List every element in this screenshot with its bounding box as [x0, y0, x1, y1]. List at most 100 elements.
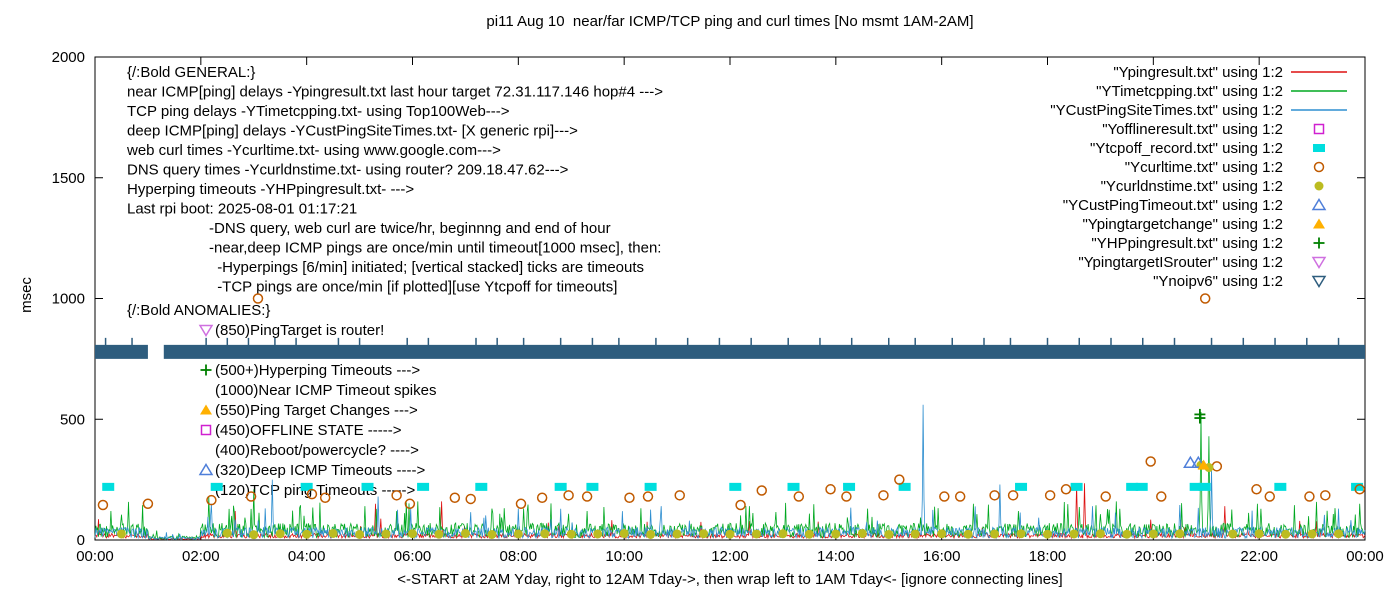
- point-Ycurldnstime.txt: [699, 529, 709, 539]
- chart-title: pi11 Aug 10 near/far ICMP/TCP ping and c…: [486, 13, 974, 30]
- point-Ycurldnstime.txt: [1254, 529, 1264, 539]
- point-Ycurltime.txt: [563, 490, 574, 501]
- point-Ycurldnstime.txt: [831, 529, 841, 539]
- point-Ycurltime.txt: [825, 484, 836, 495]
- point-Ycurldnstime.txt: [804, 529, 814, 539]
- point-Ycurltime.txt: [1100, 491, 1111, 502]
- point-Ytcpoff_record.txt: [1198, 482, 1211, 491]
- point-Ytcpoff_record.txt: [1015, 482, 1028, 491]
- legend-label: "Ycurltime.txt" using 1:2: [1125, 159, 1283, 176]
- point-Ytcpoff_record.txt: [898, 482, 911, 491]
- x-tick-label: 16:00: [923, 548, 961, 565]
- annotation-general-line: {/:Bold GENERAL:}: [127, 64, 255, 81]
- triangle-up-open-icon: [198, 463, 214, 476]
- point-Ytcpoff_record.txt: [361, 482, 374, 491]
- point-Ycurldnstime.txt: [1175, 529, 1185, 539]
- point-Ycurldnstime.txt: [619, 528, 629, 538]
- legend-label: "Ynoipv6" using 1:2: [1153, 273, 1283, 290]
- point-Ycurldnstime.txt: [910, 529, 920, 539]
- point-Ycurldnstime.txt: [593, 529, 603, 539]
- point-Ycurldnstime.txt: [434, 529, 444, 539]
- y-tick-label: 500: [60, 411, 85, 428]
- annotation-anomaly-line: (320)Deep ICMP Timeouts ---->: [215, 462, 425, 479]
- point-Ycurldnstime.txt: [566, 529, 576, 539]
- annotation-general-line: deep ICMP[ping] delays -YCustPingSiteTim…: [127, 123, 578, 140]
- triangle-down-open-icon: [198, 324, 214, 337]
- point-Ycurltime.txt: [793, 491, 805, 502]
- point-Ycurldnstime.txt: [355, 529, 365, 539]
- point-Ycurldnstime.txt: [487, 529, 497, 539]
- point-Ycurltime.txt: [1264, 491, 1275, 502]
- point-Ycurldnstime.txt: [1228, 529, 1238, 539]
- annotation-anomaly-line: (850)PingTarget is router!: [215, 322, 384, 339]
- point-Ytcpoff_record.txt: [475, 482, 488, 491]
- point-Ycurldnstime.txt: [222, 528, 232, 538]
- y-tick-label: 0: [77, 532, 85, 549]
- point-Ytcpoff_record.txt: [1070, 482, 1083, 491]
- point-Ycurldnstime.txt: [1122, 529, 1132, 539]
- y-tick-label: 1000: [52, 291, 85, 308]
- point-Ycurltime.txt: [97, 499, 109, 511]
- legend-label: "YCustPingTimeout.txt" using 1:2: [1063, 197, 1283, 214]
- point-Ycurldnstime.txt: [408, 529, 417, 539]
- point-Ycurltime.txt: [1145, 456, 1156, 467]
- point-Ytcpoff_record.txt: [554, 482, 567, 491]
- point-Ycurldnstime.txt: [540, 529, 550, 539]
- point-Ycurldnstime.txt: [1148, 529, 1158, 539]
- point-Ycurldnstime.txt: [963, 529, 973, 539]
- point-Ycurltime.txt: [735, 499, 746, 511]
- point-Ytcpoff_record.txt: [1351, 482, 1364, 491]
- point-Ycurldnstime.txt: [1016, 529, 1026, 539]
- point-Ycurltime.txt: [1304, 491, 1315, 502]
- annotation-anomaly-line: (450)OFFLINE STATE ----->: [215, 422, 402, 439]
- annotation-general-line: near ICMP[ping] delays -Ypingresult.txt …: [127, 84, 663, 101]
- annotation-anomalies-header: {/:Bold ANOMALIES:}: [127, 302, 270, 319]
- x-tick-label: 22:00: [1240, 548, 1278, 565]
- point-Ycurldnstime.txt: [1307, 529, 1317, 539]
- point-Ycurldnstime.txt: [1043, 529, 1052, 539]
- annotation-general-line: Last rpi boot: 2025-08-01 01:17:21: [127, 201, 357, 218]
- point-Ycurltime.txt: [319, 492, 331, 503]
- point-Ytcpoff_record.txt: [1135, 482, 1148, 491]
- annotation-general-line: web curl times -Ycurltime.txt- using www…: [126, 142, 501, 159]
- legend-label: "YTimetcpping.txt" using 1:2: [1096, 83, 1283, 100]
- point-Ycurltime.txt: [449, 492, 461, 503]
- legend-square-filled-icon: [1313, 144, 1325, 152]
- x-tick-label: 10:00: [605, 548, 643, 565]
- annotation-general-line: Hyperping timeouts -YHPpingresult.txt- -…: [127, 181, 414, 198]
- point-Ytcpoff_record.txt: [843, 482, 856, 491]
- point-Ycurldnstime.txt: [1069, 529, 1079, 539]
- y-tick-label: 1500: [52, 170, 85, 187]
- triangle-up-filled-icon: [200, 404, 212, 415]
- point-Ycurltime.txt: [581, 491, 593, 502]
- y-tick-label: 2000: [52, 49, 85, 66]
- point-Ycurldnstime.txt: [328, 528, 338, 538]
- point-Ycurldnstime.txt: [725, 529, 735, 539]
- point-Ycurldnstime.txt: [751, 529, 761, 539]
- point-Ycurldnstime.txt: [513, 529, 523, 539]
- point-Ycurltime.txt: [465, 493, 476, 505]
- point-Ycurltime.txt: [1211, 461, 1223, 472]
- point-Ycurltime.txt: [306, 488, 318, 500]
- square-open-icon: [200, 424, 212, 436]
- point-Ycurltime.txt: [1007, 490, 1019, 501]
- legend-circle-filled-icon: [1314, 181, 1324, 191]
- point-Ycurltime.txt: [1044, 490, 1056, 501]
- annotation-general-line: DNS query times -Ycurldnstime.txt- using…: [127, 162, 569, 179]
- annotation-general-line: -Hyperpings [6/min] initiated; [vertical…: [217, 259, 644, 276]
- x-tick-label: 06:00: [394, 548, 432, 565]
- point-Ycurldnstime.txt: [1281, 529, 1291, 539]
- annotation-anomaly-line: (550)Ping Target Changes --->: [215, 402, 418, 419]
- legend-label: "Ycurldnstime.txt" using 1:2: [1101, 178, 1283, 195]
- point-Ytcpoff_record.txt: [417, 482, 430, 491]
- legend-triangle-down-open-icon: [1311, 275, 1327, 288]
- point-Ycurldnstime.txt: [1334, 529, 1344, 539]
- point-Ycurltime.txt: [1060, 484, 1072, 495]
- point-Ycurltime.txt: [878, 490, 889, 501]
- legend-triangle-up-open-icon: [1311, 198, 1327, 211]
- x-tick-label: 12:00: [711, 548, 749, 565]
- point-Ycurltime.txt: [142, 498, 154, 510]
- x-tick-label: 02:00: [182, 548, 220, 565]
- point-Ycurltime.txt: [536, 492, 548, 503]
